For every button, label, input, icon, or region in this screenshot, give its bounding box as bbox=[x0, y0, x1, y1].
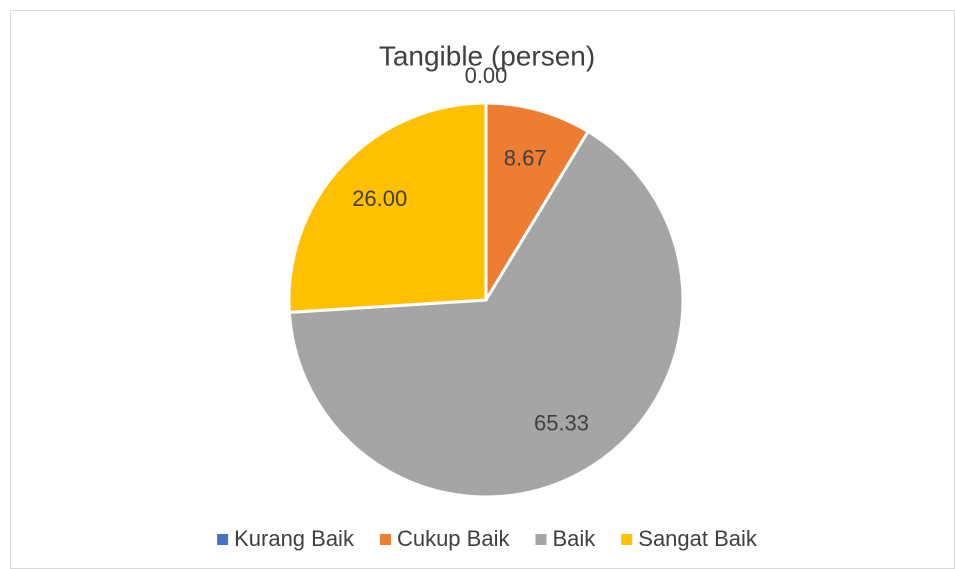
pie-slice bbox=[287, 130, 685, 499]
pie-slice bbox=[287, 101, 488, 314]
legend-label: Baik bbox=[552, 526, 596, 551]
legend-label: Cukup Baik bbox=[397, 526, 511, 551]
chart-title: Tangible (persen) bbox=[379, 40, 595, 71]
legend-swatch bbox=[535, 534, 547, 545]
data-label: 65.33 bbox=[534, 411, 589, 436]
data-label: 0.00 bbox=[465, 63, 508, 88]
legend-label: Sangat Baik bbox=[638, 526, 758, 551]
legend-swatch bbox=[217, 534, 229, 545]
legend-swatch bbox=[379, 534, 391, 545]
data-label: 8.67 bbox=[504, 145, 547, 170]
pie-slice bbox=[484, 101, 590, 302]
legend-label: Kurang Baik bbox=[234, 526, 355, 551]
data-label: 26.00 bbox=[352, 186, 407, 211]
legend-swatch bbox=[621, 534, 633, 545]
